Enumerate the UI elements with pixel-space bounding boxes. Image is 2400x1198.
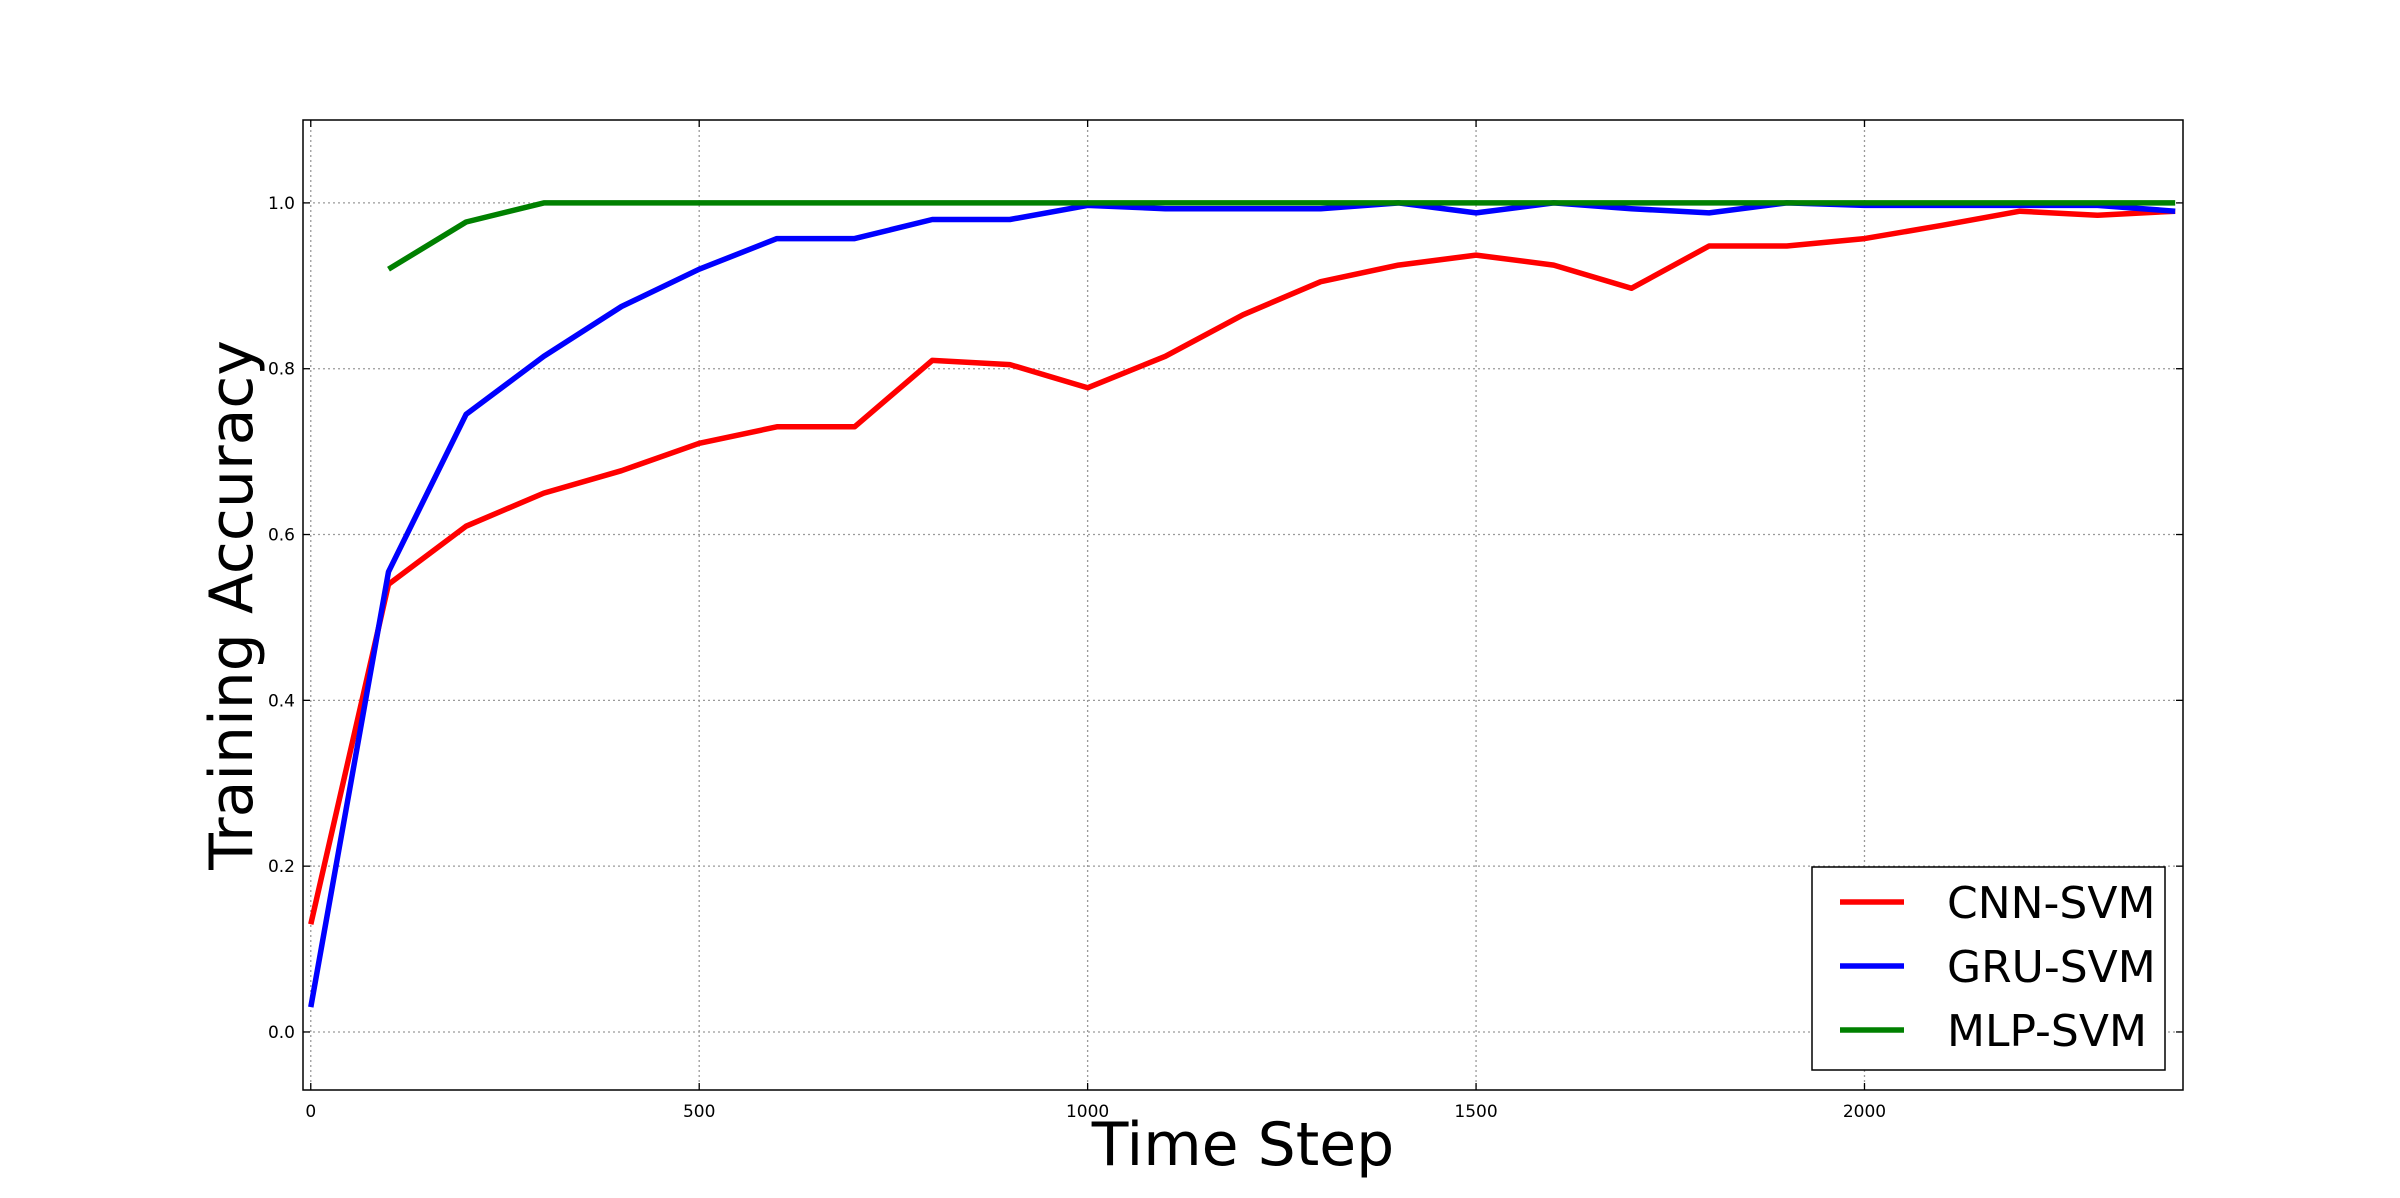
legend-label-mlp-svm: MLP-SVM: [1947, 1006, 2147, 1057]
legend-label-cnn-svm: CNN-SVM: [1947, 878, 2155, 929]
x-tick-label: 500: [683, 1102, 715, 1122]
x-tick-label: 2000: [1843, 1102, 1886, 1122]
y-tick-label: 0.8: [268, 360, 295, 380]
legend: CNN-SVM GRU-SVM MLP-SVM: [1811, 866, 2166, 1071]
plot-frame: [302, 119, 2184, 1091]
x-tick-label: 0: [305, 1102, 316, 1122]
series-lines: [308, 200, 2176, 1008]
y-tick-label: 0.2: [268, 857, 295, 877]
x-tick-label: 1000: [1066, 1102, 1109, 1122]
y-tick-label: 1.0: [268, 194, 295, 214]
y-tick-label: 0.6: [268, 526, 295, 546]
x-tick-label: 1500: [1454, 1102, 1497, 1122]
y-axis-title: Training Accuracy: [197, 340, 267, 871]
series-line-mlp-svm: [387, 200, 2176, 272]
y-tick-label: 0.0: [268, 1023, 295, 1043]
y-tick-label: 0.4: [268, 691, 295, 711]
axis-ticks: 0 500 1000 1500 2000 0.0 0.2 0.4 0.6 0.8 1.0: [268, 120, 2183, 1122]
x-axis-title: Time Step: [1091, 1110, 1395, 1180]
legend-label-gru-svm: GRU-SVM: [1947, 942, 2156, 993]
series-line-cnn-svm: [308, 208, 2176, 925]
